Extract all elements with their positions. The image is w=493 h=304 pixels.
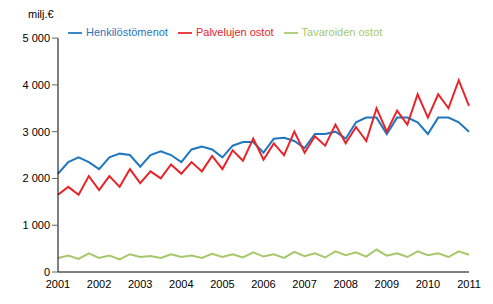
svg-text:2010: 2010 xyxy=(416,278,440,290)
svg-text:4 000: 4 000 xyxy=(22,79,50,91)
svg-text:2003: 2003 xyxy=(128,278,152,290)
svg-text:0: 0 xyxy=(44,266,50,278)
svg-text:2 000: 2 000 xyxy=(22,172,50,184)
svg-text:2011: 2011 xyxy=(457,278,481,290)
html-text:Palvelujen ostot: Palvelujen ostot xyxy=(195,26,274,38)
svg-text:3 000: 3 000 xyxy=(22,126,50,138)
svg-text:2002: 2002 xyxy=(87,278,111,290)
svg-text:2008: 2008 xyxy=(333,278,357,290)
svg-text:2001: 2001 xyxy=(46,278,70,290)
svg-text:2005: 2005 xyxy=(210,278,234,290)
svg-text:2007: 2007 xyxy=(292,278,316,290)
svg-text:2006: 2006 xyxy=(251,278,275,290)
svg-text:5 000: 5 000 xyxy=(22,32,50,44)
svg-text:2009: 2009 xyxy=(375,278,399,290)
html-text:Tavaroiden ostot: Tavaroiden ostot xyxy=(301,26,383,38)
html-text:milj.€: milj.€ xyxy=(28,8,54,20)
svg-text:1 000: 1 000 xyxy=(22,219,50,231)
svg-text:2004: 2004 xyxy=(169,278,193,290)
html-text:Henkilöstömenot: Henkilöstömenot xyxy=(86,26,168,38)
